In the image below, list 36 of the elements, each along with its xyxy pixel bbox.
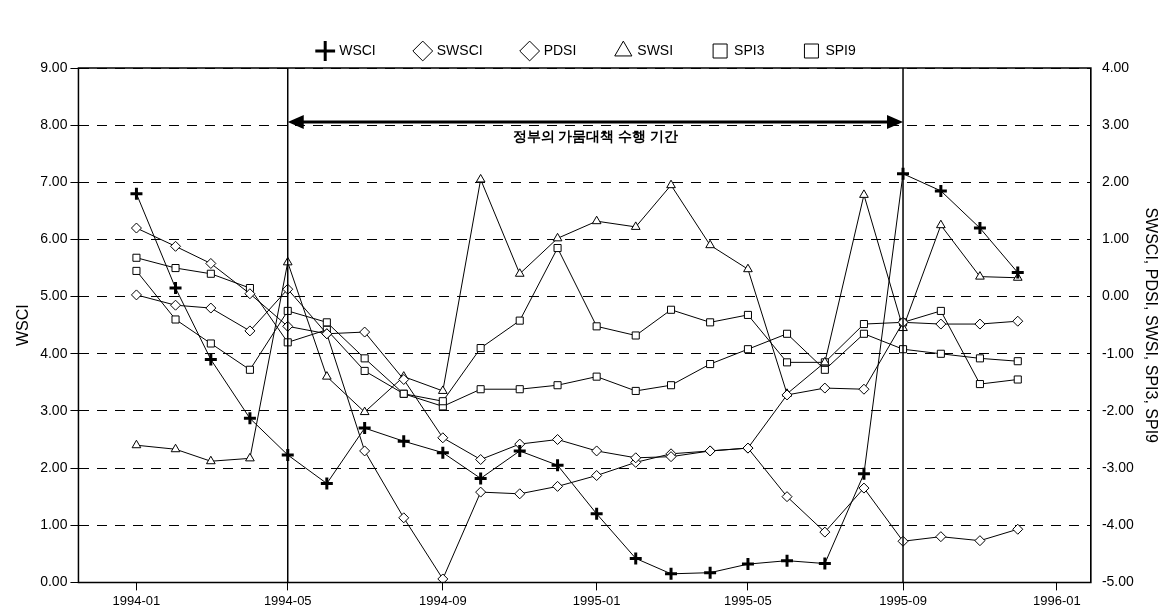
x-tick-label: 1996-01 (1032, 592, 1081, 608)
y2-tick-label: -2.00 (1101, 401, 1135, 418)
x-tick-label: 1995-01 (572, 592, 621, 608)
y-tick-label: 0.00 (40, 573, 68, 590)
y2-tick-label: -4.00 (1101, 516, 1135, 533)
y2-tick-label: -3.00 (1101, 458, 1135, 475)
x-tick-label: 1995-09 (879, 592, 927, 608)
legend-label: SPI3 (734, 41, 765, 58)
y2-axis-title: SWSCI, PDSI, SWSI, SPI3, SPI9 (1142, 207, 1160, 444)
legend-label: PDSI (543, 41, 577, 58)
y-tick-label: 5.00 (40, 287, 68, 304)
y-tick-label: 6.00 (40, 230, 68, 247)
y-tick-label: 2.00 (40, 458, 68, 475)
y2-tick-label: 4.00 (1101, 58, 1130, 75)
y2-tick-label: 0.00 (1101, 287, 1130, 304)
y2-tick-label: 2.00 (1101, 173, 1130, 190)
y2-tick-label: -5.00 (1101, 573, 1135, 590)
x-tick-label: 1995-05 (724, 592, 772, 608)
y2-tick-label: 3.00 (1101, 116, 1130, 133)
legend-label: SWSCI (436, 41, 483, 58)
y-tick-label: 4.00 (40, 344, 68, 361)
x-tick-label: 1994-05 (263, 592, 312, 608)
y2-tick-label: 1.00 (1101, 230, 1130, 247)
legend-label: SWSI (637, 41, 674, 58)
y-tick-label: 8.00 (40, 116, 68, 133)
x-tick-label: 1994-01 (112, 592, 161, 608)
y-tick-label: 7.00 (40, 173, 68, 190)
x-tick-label: 1994-09 (418, 592, 467, 608)
legend-label: SPI9 (825, 41, 857, 58)
legend-label: WSCI (339, 41, 376, 58)
y-axis-title: WSCI (14, 304, 32, 347)
y-tick-label: 1.00 (40, 516, 68, 533)
annotation: 정부의 가뭄대책 수행 기간 (512, 127, 679, 144)
y-tick-label: 9.00 (40, 58, 68, 75)
y2-tick-label: -1.00 (1101, 344, 1135, 361)
y-tick-label: 3.00 (40, 401, 68, 418)
